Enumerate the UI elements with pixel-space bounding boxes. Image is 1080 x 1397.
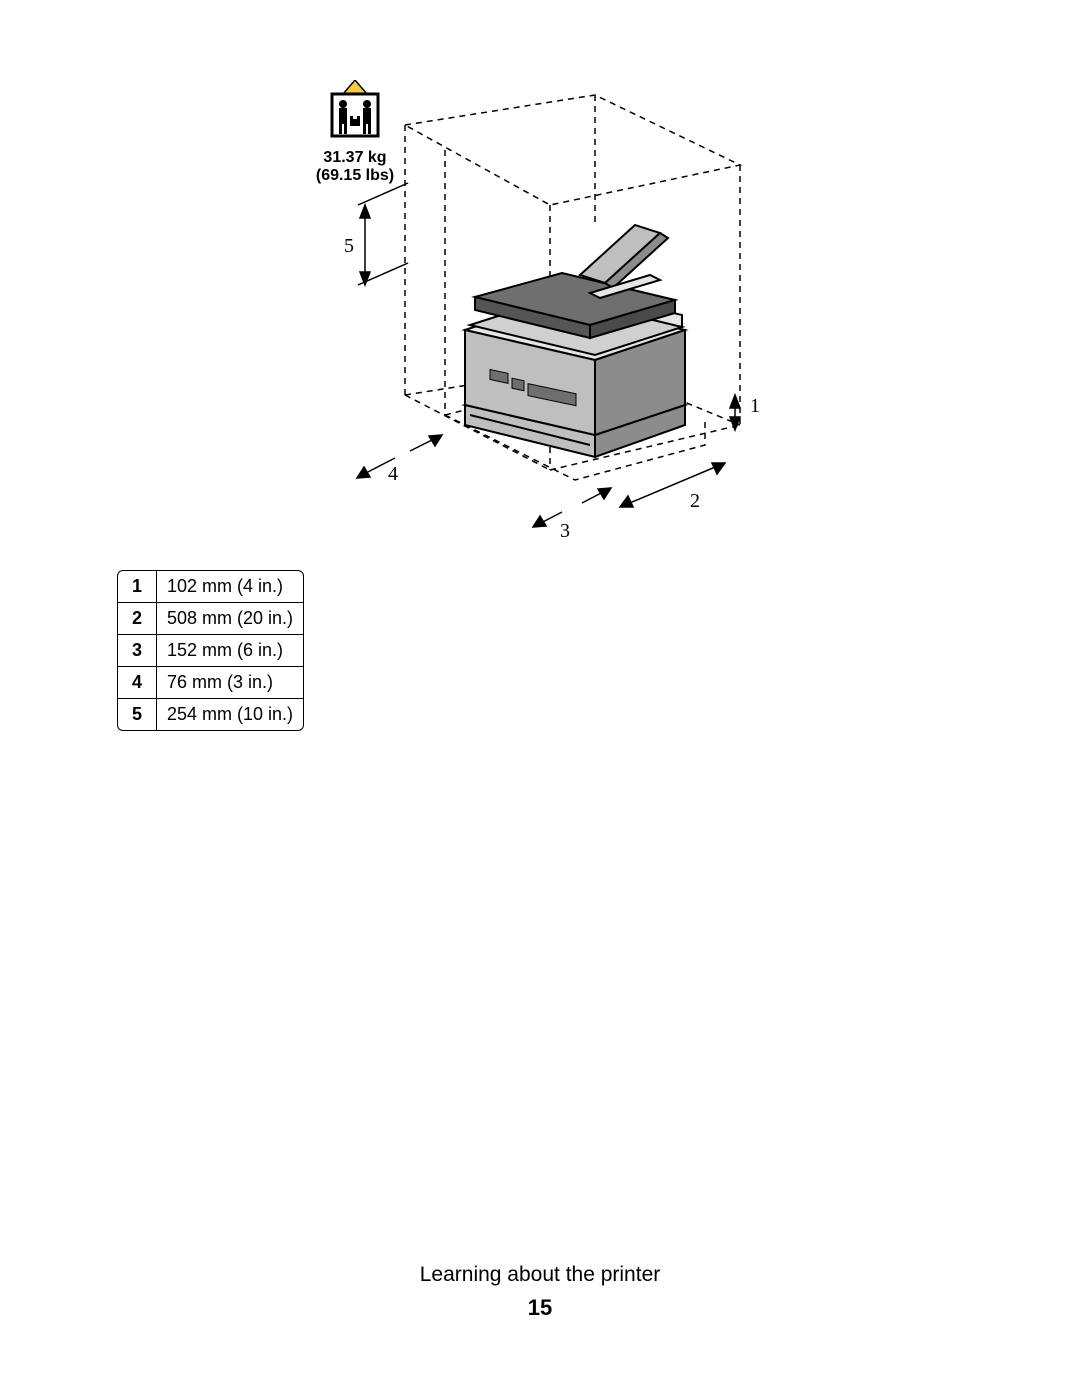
row-index: 3 [118, 634, 157, 666]
footer-page-number: 15 [0, 1295, 1080, 1321]
table-row: 5 254 mm (10 in.) [118, 698, 303, 730]
row-value: 254 mm (10 in.) [157, 698, 303, 730]
clearances-table: 1 102 mm (4 in.) 2 508 mm (20 in.) 3 152… [117, 570, 304, 731]
diagram-label-2: 2 [690, 490, 700, 513]
diagram-label-3: 3 [560, 520, 570, 543]
row-value: 508 mm (20 in.) [157, 602, 303, 634]
row-value: 152 mm (6 in.) [157, 634, 303, 666]
diagram-label-1: 1 [750, 395, 760, 418]
row-index: 4 [118, 666, 157, 698]
table-row: 2 508 mm (20 in.) [118, 602, 303, 634]
table-row: 3 152 mm (6 in.) [118, 634, 303, 666]
footer-section-title: Learning about the printer [0, 1263, 1080, 1287]
clearance-diagram: 5 4 3 2 1 [290, 75, 790, 555]
row-index: 2 [118, 602, 157, 634]
table-row: 4 76 mm (3 in.) [118, 666, 303, 698]
table-row: 1 102 mm (4 in.) [118, 571, 303, 602]
row-value: 102 mm (4 in.) [157, 571, 303, 602]
page: 31.37 kg (69.15 lbs) [0, 0, 1080, 1397]
diagram-label-5: 5 [344, 235, 354, 258]
row-index: 1 [118, 571, 157, 602]
row-index: 5 [118, 698, 157, 730]
diagram-label-4: 4 [388, 463, 398, 486]
row-value: 76 mm (3 in.) [157, 666, 303, 698]
